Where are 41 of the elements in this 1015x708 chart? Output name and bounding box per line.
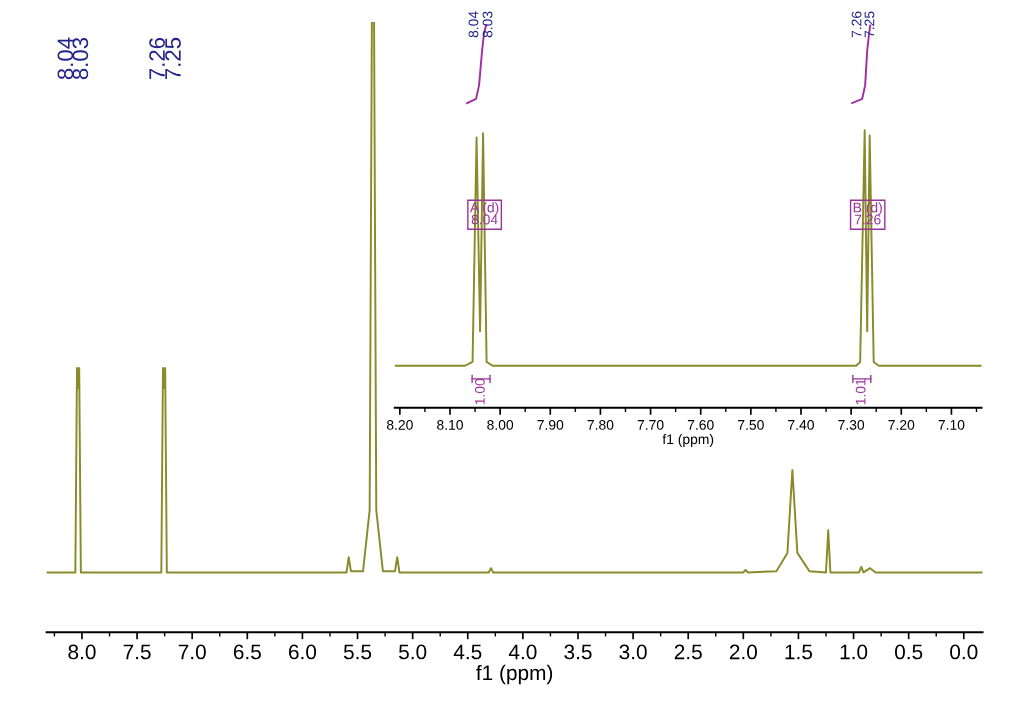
x-tick-label: 2.0: [729, 644, 757, 660]
annotation: 8.03: [72, 37, 89, 80]
x-tick-label: 7.70: [637, 419, 664, 430]
x-tick-label: 6.5: [233, 644, 261, 660]
x-tick-label: 0.0: [950, 644, 978, 660]
x-tick-label: 7.5: [123, 644, 151, 660]
x-tick-label: 7.50: [738, 419, 764, 430]
x-tick-label: 4.5: [453, 644, 482, 660]
x-tick-label: 7.0: [178, 644, 206, 660]
x-tick-label: 7.60: [687, 419, 714, 430]
x-tick-label: 7.30: [838, 419, 865, 430]
x-tick-label: 1.5: [785, 644, 813, 660]
x-tick-label: 3.5: [564, 644, 592, 660]
x-tick-label: 7.40: [788, 419, 814, 430]
x-tick-label: 5.5: [343, 644, 372, 660]
annotation: 8.04: [468, 11, 479, 38]
x-tick-label: 5.0: [399, 644, 427, 660]
annotation: 7.25: [165, 37, 181, 80]
x-tick-label: 8.20: [386, 419, 413, 430]
x-tick-label: 2.5: [674, 644, 702, 660]
x-tick-label: 7.80: [587, 419, 614, 430]
x-tick-label: 4.0: [508, 644, 537, 660]
x-tick-label: 8.10: [437, 419, 463, 430]
x-tick-label: 1.0: [840, 644, 868, 660]
annotation: 1.01: [855, 378, 866, 405]
annotation: 1.00: [474, 378, 485, 405]
x-tick-label: 8.0: [68, 644, 96, 660]
x-tick-label: 7.20: [888, 419, 915, 430]
x-axis-title: f1 (ppm): [476, 664, 553, 685]
annotation: 8.04: [57, 37, 74, 80]
annotation: 7.25: [864, 11, 875, 38]
x-tick-label: 0.5: [895, 644, 923, 660]
x-tick-label: 3.0: [619, 644, 647, 660]
x-tick-label: 7.10: [938, 419, 965, 430]
annotation: 7.26: [149, 37, 165, 80]
annotation: 7.26: [851, 11, 862, 38]
x-axis-title: f1 (ppm): [662, 433, 714, 447]
annotation: 8.03: [482, 11, 493, 38]
x-tick-label: 6.0: [289, 644, 317, 660]
x-tick-label: 7.90: [537, 419, 564, 430]
x-tick-label: 8.00: [487, 419, 514, 430]
